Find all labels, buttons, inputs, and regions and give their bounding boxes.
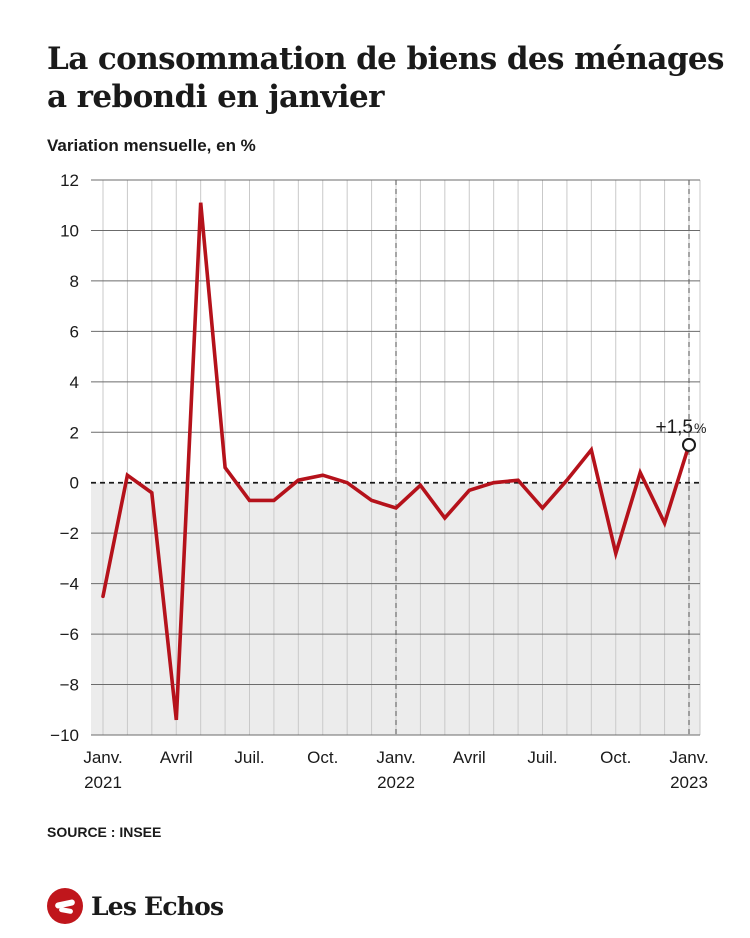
x-axis: Janv. 2021 Avril Juil. Oct. Janv. 2022 Avril Jui… <box>83 748 708 792</box>
chart-grid <box>91 179 701 736</box>
brand-logo: Les Echos <box>47 888 224 924</box>
last-value-annotation: +1,5% <box>655 417 706 452</box>
x-tick-label: Juil. <box>527 748 557 767</box>
last-value-label: +1,5 <box>655 417 693 438</box>
brand-name: Les Echos <box>91 891 224 921</box>
x-tick-year-label: 2022 <box>377 773 415 792</box>
chart-subtitle: Variation mensuelle, en % <box>47 136 256 155</box>
y-tick-label: −2 <box>60 524 79 543</box>
y-tick-label: −8 <box>60 676 79 695</box>
y-tick-label: 0 <box>70 474 79 493</box>
les-echos-logo-icon <box>47 888 83 924</box>
x-tick-label: Juil. <box>234 748 264 767</box>
x-tick-year-label: 2021 <box>84 773 122 792</box>
source-note: SOURCE : INSEE <box>47 824 162 840</box>
y-tick-label: 8 <box>70 272 79 291</box>
x-tick-label: Janv. <box>83 748 122 767</box>
last-value-marker <box>682 437 696 452</box>
y-axis: 12 10 8 6 4 2 0 −2 −4 −6 −8 −10 <box>50 171 79 745</box>
x-tick-label: Avril <box>453 748 486 767</box>
x-tick-label: Janv. <box>376 748 415 767</box>
y-tick-label: 6 <box>70 322 79 341</box>
series-line <box>101 202 691 721</box>
y-tick-label: 12 <box>60 171 79 190</box>
y-tick-label: −6 <box>60 625 79 644</box>
x-tick-year-label: 2023 <box>670 773 708 792</box>
line-chart: 12 10 8 6 4 2 0 −2 −4 −6 −8 −10 Janv. 2021 Avril Juil.… <box>50 171 709 792</box>
x-tick-label: Oct. <box>307 748 338 767</box>
y-tick-label: −10 <box>50 726 79 745</box>
x-tick-label: Janv. <box>669 748 708 767</box>
x-tick-label: Avril <box>160 748 193 767</box>
chart-title: La consommation de biens des ménages a r… <box>47 41 724 115</box>
x-tick-label: Oct. <box>600 748 631 767</box>
y-tick-label: 10 <box>60 221 79 240</box>
y-tick-label: −4 <box>60 575 79 594</box>
last-value-unit: % <box>694 420 706 436</box>
y-tick-label: 4 <box>70 373 79 392</box>
y-tick-label: 2 <box>70 423 79 442</box>
